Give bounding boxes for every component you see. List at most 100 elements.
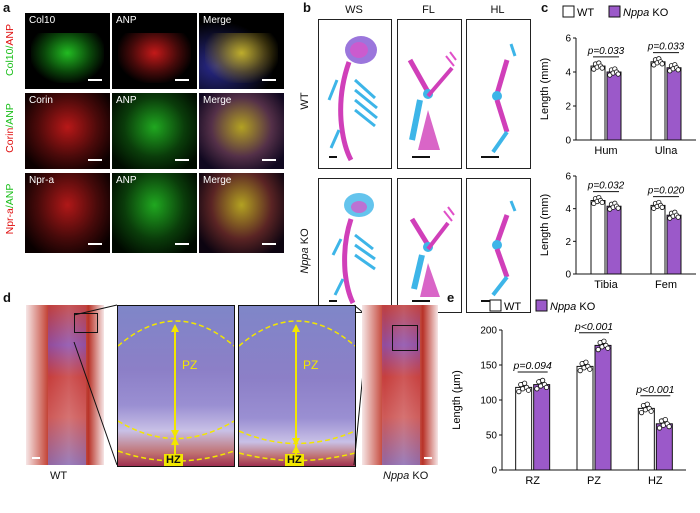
bar-ulna-ko — [666, 67, 682, 141]
bar-hum-ko — [606, 71, 622, 141]
column-header-fl: FL — [422, 4, 435, 16]
column-header-ws: WS — [345, 4, 363, 16]
bar-hz-wt — [637, 407, 655, 471]
scale-bar — [175, 159, 189, 161]
data-point — [675, 67, 681, 73]
x-tick-label: Tibia — [594, 279, 618, 291]
scale-bar — [88, 159, 102, 161]
data-point — [615, 71, 621, 77]
p-value-label: p=0.033 — [647, 42, 685, 53]
fluor-image-anp-2: ANP — [112, 93, 197, 169]
chart-panel-e: WT Nppa KO 0 50 100 150 200 Length (µm) RZ p=0.… — [451, 299, 686, 487]
y-tick-label: 2 — [565, 237, 571, 248]
zone-label-hz: HZ — [285, 454, 304, 466]
histology-zoom-ko: PZ HZ — [238, 305, 356, 467]
bar-pz-wt — [576, 365, 594, 471]
scale-bar — [329, 300, 337, 302]
scale-bar — [32, 457, 40, 459]
chart-e-plot: 0 50 100 150 200 Length (µm) RZ p=0.094 PZ p<0.00… — [451, 321, 686, 487]
bar-rz-wt — [515, 386, 533, 471]
chart-bottom-group: 0 2 4 6 Length (mm) Tibia p=0.032 Fem p=0.020 — [539, 172, 696, 291]
y-tick-label: 150 — [480, 361, 497, 372]
data-point — [583, 359, 589, 365]
row-label-nppa-ko: Nppa KO — [299, 228, 311, 274]
scale-bar — [481, 156, 499, 158]
column-header-hl: HL — [490, 4, 505, 16]
legend-swatch-ko — [608, 5, 621, 18]
data-point — [587, 366, 593, 372]
row-label-npra-anp: Npr-a/ANP — [4, 183, 16, 235]
label-nppa-ko-overview: Nppa KO — [383, 470, 429, 482]
data-point — [675, 214, 681, 220]
y-tick-label: 50 — [486, 431, 498, 442]
forelimb-drawing — [409, 206, 455, 297]
bar-tibia-wt — [590, 200, 606, 275]
scale-bar — [88, 79, 102, 81]
chart-top-group: 0 2 4 6 Length (mm) Hum p=0.033 Ulna p=0.033 — [539, 34, 696, 157]
bar-tibia-ko — [606, 205, 622, 275]
skeleton-image-wt-fl — [397, 19, 462, 169]
data-point — [666, 424, 672, 430]
x-tick-label: PZ — [587, 475, 601, 487]
fluor-image-npra: Npr-a — [25, 173, 110, 253]
p-value-label: p<0.001 — [635, 384, 674, 396]
data-point — [525, 387, 532, 393]
hindlimb-drawing — [491, 200, 517, 297]
p-value-label: p<0.001 — [574, 321, 613, 333]
scale-bar — [262, 159, 276, 161]
forelimb-drawing — [407, 51, 457, 150]
row-label-wt: WT — [299, 92, 311, 110]
data-point — [659, 204, 665, 210]
y-tick-label: 6 — [565, 172, 571, 183]
data-point — [648, 408, 654, 414]
histology-overview-wt — [26, 305, 104, 465]
data-point — [595, 346, 601, 353]
bar-fem-ko — [666, 214, 682, 275]
legend-label-wt: WT — [577, 7, 594, 19]
fluor-image-anp-1: ANP — [112, 13, 197, 89]
fluor-image-merge-2: Merge — [199, 93, 284, 169]
data-point — [644, 401, 650, 407]
scale-bar — [329, 156, 337, 158]
panel-label-a: a — [3, 0, 11, 15]
data-point — [638, 410, 645, 416]
x-tick-label: RZ — [525, 475, 540, 487]
panel-label-b: b — [303, 0, 311, 15]
panel-label-e: e — [447, 290, 455, 305]
skeleton-image-ko-fl — [397, 178, 462, 313]
legend-swatch-wt — [562, 5, 575, 18]
data-point — [605, 345, 611, 351]
tile-label: Merge — [203, 175, 232, 186]
y-axis-label: Length (µm) — [451, 370, 463, 430]
tile-label: Merge — [203, 95, 232, 106]
y-tick-label: 0 — [491, 466, 497, 477]
x-tick-label: HZ — [648, 475, 663, 487]
zoom-box — [74, 313, 98, 333]
y-axis-label: Length (mm) — [539, 58, 551, 120]
skeleton-image-ko-hl — [466, 178, 531, 313]
histology-overview-ko — [362, 305, 438, 465]
legend-label-ko: Nppa KO — [623, 7, 669, 19]
scale-bar — [412, 300, 430, 302]
x-tick-label: Ulna — [655, 145, 679, 157]
legend-label-wt: WT — [504, 301, 521, 313]
data-point — [599, 65, 605, 71]
tile-label: Merge — [203, 15, 232, 26]
data-point — [543, 384, 550, 391]
row-label-col10-anp: Col10/ANP — [4, 24, 16, 76]
skeleton-image-wt-ws — [318, 19, 392, 169]
skeleton-image-wt-hl — [466, 19, 531, 169]
fluor-image-col10: Col10 — [25, 13, 110, 89]
legend-swatch-wt — [489, 299, 502, 312]
data-point — [599, 199, 605, 206]
scale-bar — [412, 156, 430, 158]
zone-overlay — [239, 320, 355, 462]
data-point — [656, 425, 663, 431]
data-point — [516, 389, 522, 395]
p-value-label: p=0.033 — [587, 46, 625, 57]
chart-panel-c: WT Nppa KO 0 2 4 6 Length (mm) Hum p=0.033 Ulna… — [539, 5, 696, 291]
whole-skeleton-drawing — [327, 36, 378, 162]
x-tick-label: Fem — [655, 279, 677, 291]
tile-label: ANP — [116, 15, 137, 26]
label-wt-overview: WT — [50, 470, 68, 482]
